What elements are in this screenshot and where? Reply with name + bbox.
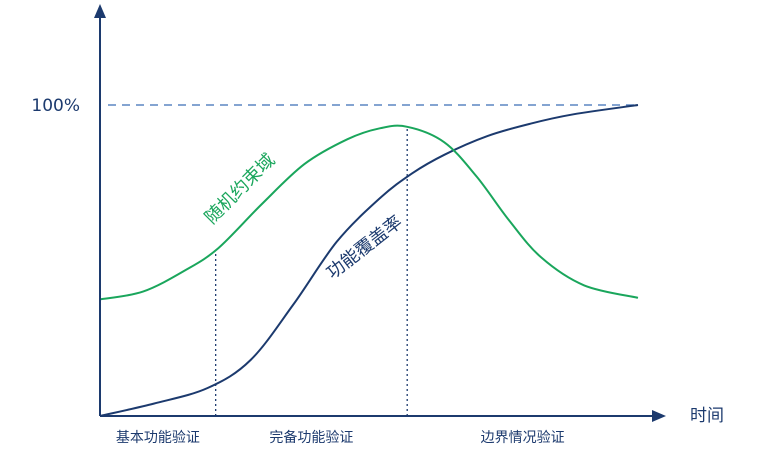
phase-labels: 基本功能验证 完备功能验证 边界情况验证 — [116, 429, 565, 446]
phase-label-2: 完备功能验证 — [269, 429, 353, 446]
phase-boundaries — [215, 126, 408, 416]
series-label-random-constraint: 随机约束域 — [201, 150, 279, 228]
x-axis-label: 时间 — [690, 406, 724, 426]
series-line-coverage — [100, 104, 639, 416]
reference-line-label: 100% — [31, 96, 80, 116]
series-line-random-constraint — [100, 124, 639, 301]
series-label-coverage: 功能覆盖率 — [323, 212, 407, 284]
y-axis-arrow-icon — [94, 4, 106, 18]
phase-label-1: 基本功能验证 — [116, 429, 200, 446]
x-axis-arrow-icon — [652, 410, 666, 422]
phase-label-3: 边界情况验证 — [481, 430, 565, 446]
series-curves — [100, 104, 639, 416]
